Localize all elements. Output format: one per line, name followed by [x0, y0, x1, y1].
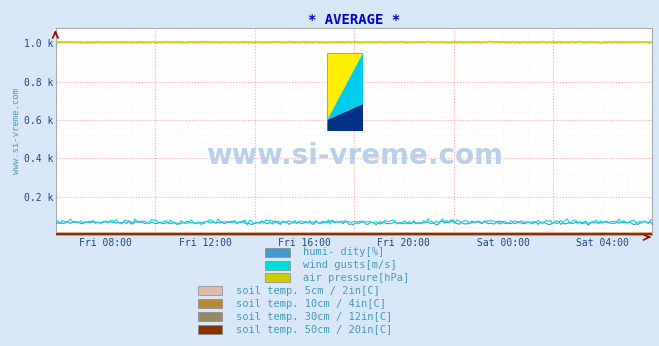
Text: humi- dity[%]: humi- dity[%] — [303, 247, 384, 257]
Bar — [198, 299, 222, 308]
Polygon shape — [328, 104, 363, 131]
Text: soil temp. 30cm / 12in[C]: soil temp. 30cm / 12in[C] — [236, 312, 392, 322]
Text: www.si-vreme.com: www.si-vreme.com — [206, 143, 503, 170]
Text: soil temp. 5cm / 2in[C]: soil temp. 5cm / 2in[C] — [236, 286, 380, 296]
Text: soil temp. 10cm / 4in[C]: soil temp. 10cm / 4in[C] — [236, 299, 386, 309]
Polygon shape — [328, 53, 363, 120]
Text: wind gusts[m/s]: wind gusts[m/s] — [303, 260, 397, 270]
Bar — [198, 325, 222, 334]
Title: * AVERAGE *: * AVERAGE * — [308, 12, 400, 27]
Bar — [265, 273, 289, 282]
Polygon shape — [328, 53, 363, 120]
Bar — [265, 261, 289, 270]
Bar — [265, 248, 289, 257]
Text: air pressure[hPa]: air pressure[hPa] — [303, 273, 409, 283]
Bar — [198, 286, 222, 295]
Bar — [198, 312, 222, 321]
Text: soil temp. 50cm / 20in[C]: soil temp. 50cm / 20in[C] — [236, 325, 392, 335]
Y-axis label: www.si-vreme.com: www.si-vreme.com — [12, 89, 21, 174]
